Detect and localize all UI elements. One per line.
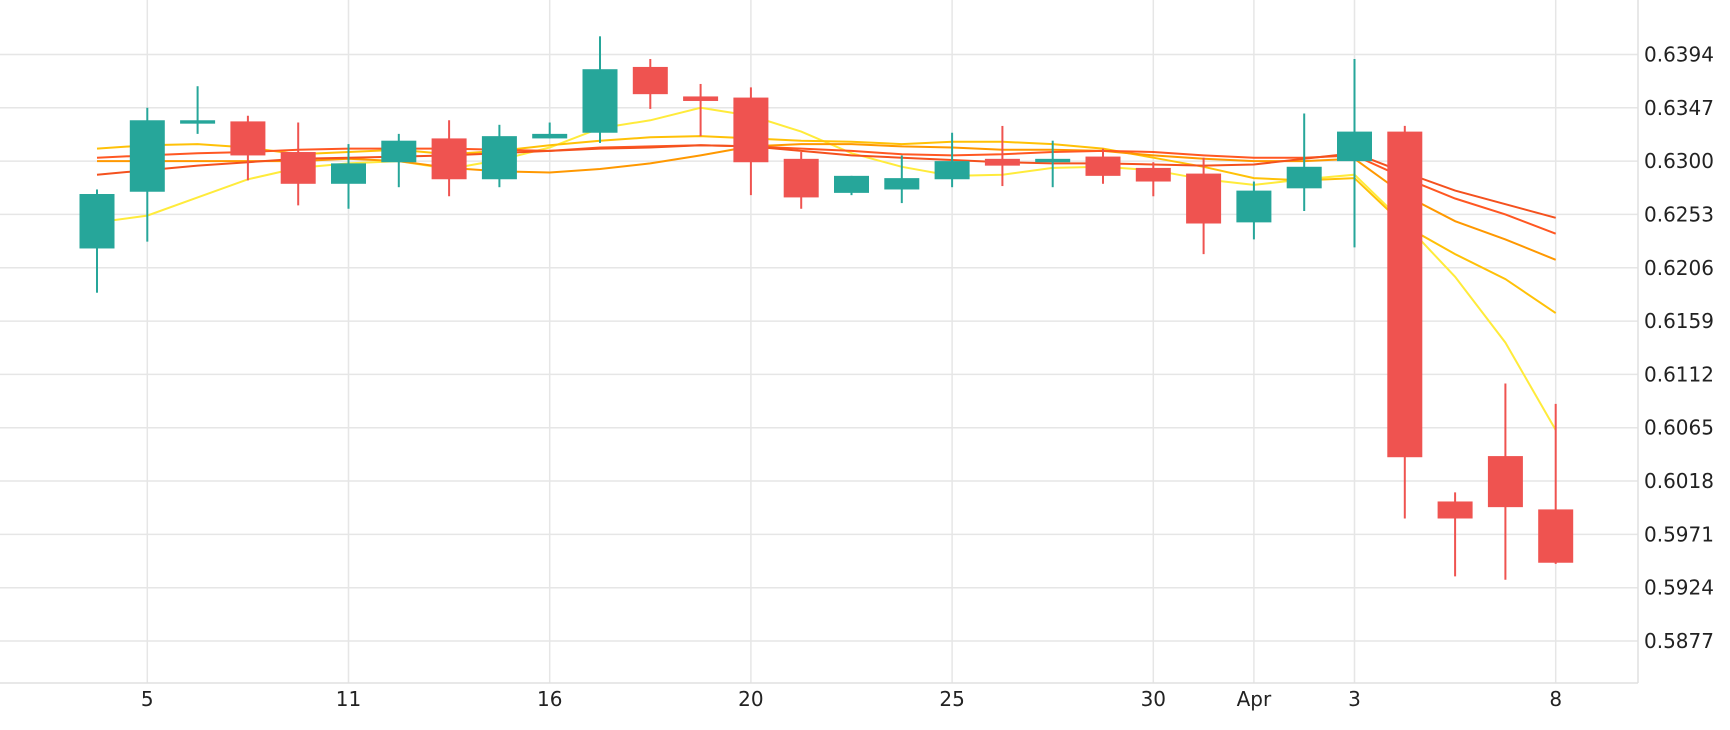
y-tick-label: 0.6253 bbox=[1644, 202, 1714, 226]
candle bbox=[632, 58, 668, 109]
y-tick-label: 0.6206 bbox=[1644, 256, 1714, 280]
candle-body-down bbox=[1135, 167, 1171, 182]
candle bbox=[884, 155, 920, 204]
moving-average-line-2 bbox=[96, 135, 1557, 314]
x-tick-label: 5 bbox=[141, 687, 154, 711]
candle-body-down bbox=[1186, 173, 1222, 224]
y-tick-label: 0.5971 bbox=[1644, 522, 1714, 546]
candle bbox=[733, 87, 769, 196]
candle bbox=[532, 122, 568, 139]
candle bbox=[984, 125, 1020, 187]
moving-average-line-5 bbox=[96, 144, 1556, 219]
moving-average-lines bbox=[96, 106, 1557, 431]
candle-body-down bbox=[1487, 456, 1523, 508]
candle bbox=[1085, 148, 1121, 184]
candle bbox=[79, 189, 115, 293]
candle-body-down bbox=[1437, 501, 1473, 519]
candle bbox=[1135, 162, 1171, 197]
candles bbox=[79, 36, 1574, 580]
y-tick-label: 0.6300 bbox=[1644, 149, 1714, 173]
candle-body-down bbox=[230, 121, 266, 156]
y-tick-label: 0.6065 bbox=[1644, 416, 1714, 440]
y-tick-label: 0.6112 bbox=[1644, 362, 1714, 386]
y-tick-label: 0.5924 bbox=[1644, 576, 1714, 600]
candle bbox=[1487, 383, 1523, 580]
candle-body-down bbox=[683, 96, 719, 101]
candle bbox=[1236, 181, 1272, 240]
candle-body-down bbox=[733, 97, 769, 163]
candle bbox=[431, 120, 467, 197]
candle-body-up bbox=[884, 178, 920, 190]
y-tick-label: 0.6394 bbox=[1644, 42, 1714, 66]
candle-body-down bbox=[1538, 509, 1574, 563]
candle-body-down bbox=[280, 152, 316, 184]
candle bbox=[180, 86, 216, 134]
candle-body-up bbox=[934, 161, 970, 180]
y-tick-label: 0.6347 bbox=[1644, 96, 1714, 120]
moving-average-line-3 bbox=[97, 143, 1557, 261]
candle-body-up bbox=[1035, 158, 1071, 163]
x-tick-label: 8 bbox=[1549, 687, 1562, 711]
candle-body-up bbox=[129, 120, 165, 192]
candle bbox=[481, 124, 517, 188]
candle bbox=[1437, 492, 1473, 577]
y-tick-label: 0.6018 bbox=[1644, 469, 1714, 493]
candle-body-up bbox=[834, 175, 869, 193]
candle bbox=[1337, 58, 1372, 248]
candle-body-up bbox=[1286, 166, 1322, 189]
x-tick-label: 16 bbox=[537, 687, 562, 711]
candle-body-down bbox=[783, 158, 819, 198]
candle-body-up bbox=[180, 120, 216, 124]
candle-body-up bbox=[381, 140, 417, 163]
candle-body-up bbox=[1337, 131, 1372, 162]
candle-body-up bbox=[532, 133, 568, 139]
x-tick-label: 3 bbox=[1348, 687, 1361, 711]
candle bbox=[683, 83, 719, 137]
candle bbox=[1387, 125, 1423, 519]
candle-body-down bbox=[1387, 131, 1423, 458]
candle bbox=[783, 152, 819, 209]
candle bbox=[934, 132, 970, 188]
candle-body-down bbox=[431, 138, 467, 180]
x-axis: 5 11 16 20 25 30 Apr 3 8 bbox=[141, 687, 1562, 711]
x-tick-label: 11 bbox=[336, 687, 361, 711]
candle-body-up bbox=[1236, 190, 1272, 223]
candle-body-down bbox=[1085, 156, 1121, 176]
candle bbox=[834, 175, 869, 196]
x-tick-label: Apr bbox=[1237, 687, 1272, 711]
candle-body-up bbox=[331, 163, 366, 184]
candle bbox=[1286, 113, 1322, 212]
y-tick-label: 0.6159 bbox=[1644, 309, 1714, 333]
candle-body-down bbox=[984, 158, 1020, 166]
x-tick-label: 20 bbox=[738, 687, 763, 711]
candle bbox=[129, 107, 165, 242]
candle bbox=[1538, 403, 1574, 564]
grid bbox=[0, 0, 1639, 684]
candle bbox=[381, 133, 417, 188]
candle bbox=[582, 36, 618, 143]
x-tick-label: 25 bbox=[939, 687, 964, 711]
y-axis: 0.6394 0.6347 0.6300 0.6253 0.6206 0.6159 0.61… bbox=[1644, 42, 1714, 653]
candle bbox=[230, 115, 266, 181]
candle bbox=[331, 144, 366, 209]
x-tick-label: 30 bbox=[1141, 687, 1166, 711]
candle bbox=[280, 122, 316, 206]
candle bbox=[1035, 140, 1071, 188]
candle bbox=[1186, 157, 1222, 255]
candle-body-up bbox=[582, 69, 618, 133]
candle-body-up bbox=[79, 194, 115, 249]
y-tick-label: 0.5877 bbox=[1644, 629, 1714, 653]
candle-body-up bbox=[481, 136, 517, 180]
candle-body-down bbox=[632, 66, 668, 95]
